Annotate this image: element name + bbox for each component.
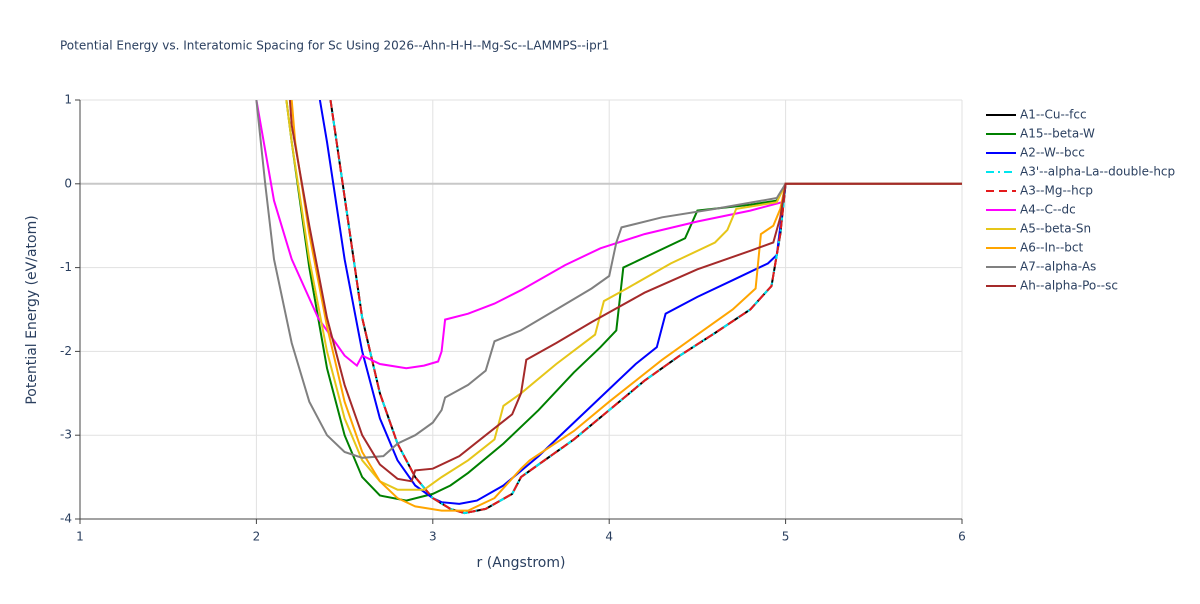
legend-label: A3'--alpha-La--double-hcp	[1020, 165, 1175, 179]
legend-label: A1--Cu--fcc	[1020, 108, 1087, 122]
series-line	[288, 100, 962, 483]
x-axis-title: r (Angstrom)	[477, 555, 566, 571]
legend-label: A6--In--bct	[1020, 241, 1084, 255]
y-tick-label: 0	[64, 176, 72, 190]
grid: 1 2 3 4 5 6 -4 -3 -2 -1 0 1	[60, 93, 966, 544]
y-tick-label: -3	[60, 428, 72, 442]
x-tick-label: 3	[429, 530, 437, 544]
series-line	[290, 100, 962, 512]
y-tick-label: -1	[60, 260, 72, 274]
legend: A1--Cu--fcc A15--beta-W A2--W--bcc A3'--alp…	[986, 108, 1175, 293]
legend-label: A7--alpha-As	[1020, 260, 1096, 274]
x-tick-label: 5	[782, 530, 790, 544]
legend-label: A2--W--bcc	[1020, 146, 1085, 160]
chart-title: Potential Energy vs. Interatomic Spacing…	[60, 39, 609, 53]
series-line	[285, 100, 962, 502]
x-tick-label: 2	[253, 530, 261, 544]
y-tick-label: -4	[60, 512, 72, 526]
series-line	[255, 100, 962, 459]
plot-area	[255, 100, 962, 515]
x-tick-label: 4	[605, 530, 613, 544]
y-tick-label: 1	[64, 93, 72, 107]
series-line	[318, 100, 962, 505]
legend-label: A4--C--dc	[1020, 203, 1076, 217]
series-line	[329, 100, 962, 515]
y-tick-label: -2	[60, 344, 72, 358]
x-tick-label: 6	[958, 530, 966, 544]
y-axis-title: Potential Energy (eV/atom)	[24, 215, 40, 404]
series-line	[255, 100, 962, 370]
series-line	[329, 100, 962, 515]
x-tick-label: 1	[76, 530, 84, 544]
series-line	[285, 100, 962, 491]
series-line	[329, 100, 962, 515]
legend-label: A15--beta-W	[1020, 127, 1095, 141]
legend-label: A5--beta-Sn	[1020, 222, 1091, 236]
legend-label: A3--Mg--hcp	[1020, 184, 1093, 198]
legend-label: Ah--alpha-Po--sc	[1020, 279, 1118, 293]
